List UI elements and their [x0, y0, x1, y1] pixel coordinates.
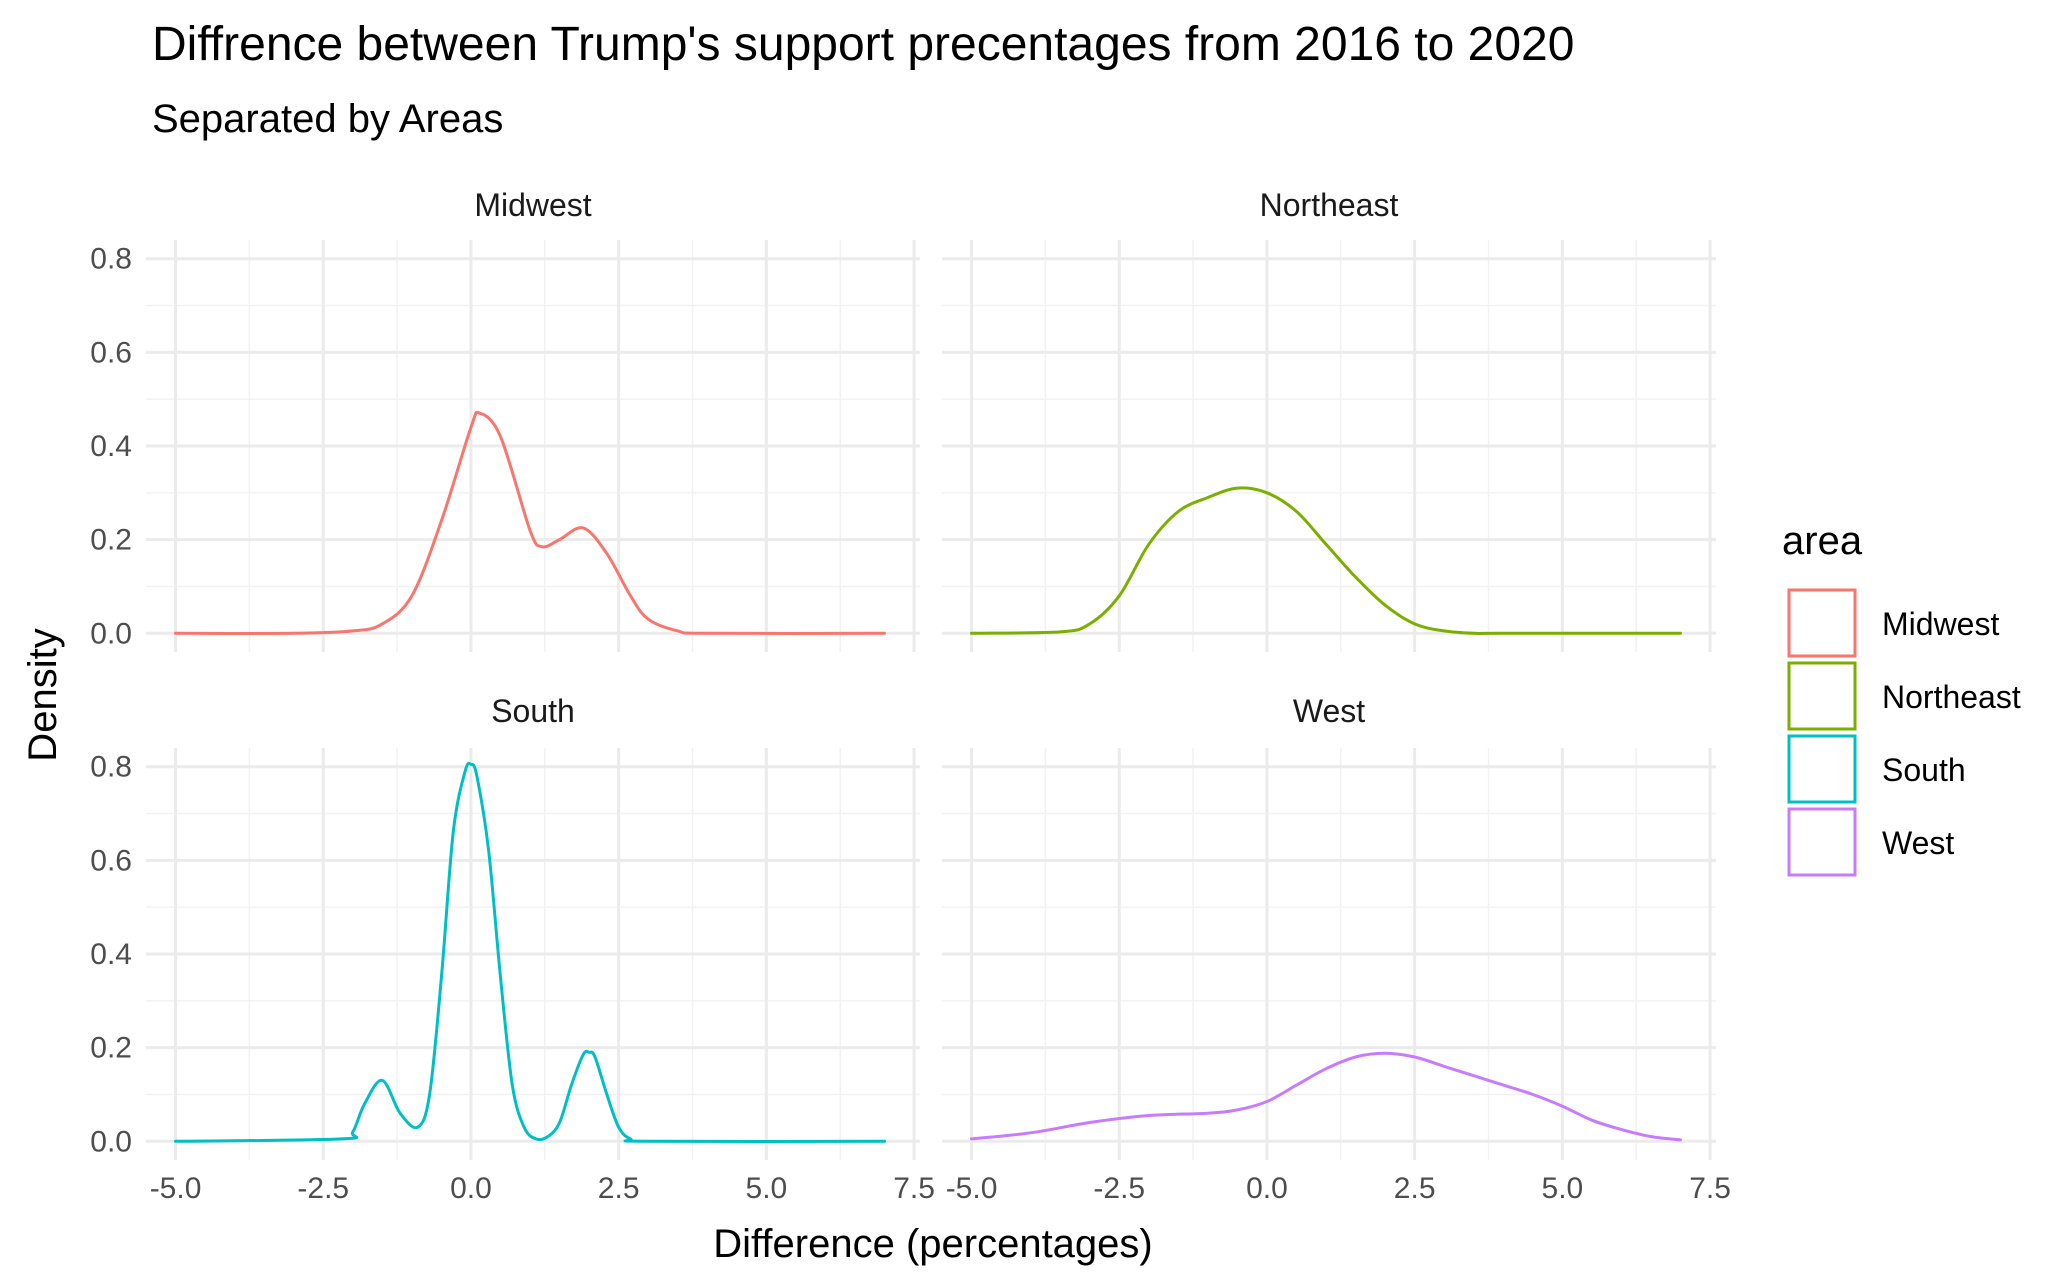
density-curve-northeast — [970, 486, 1682, 635]
legend-label-midwest: Midwest — [1882, 606, 1999, 642]
chart-title: Diffrence between Trump's support precen… — [152, 18, 1574, 71]
legend-label-south: South — [1882, 752, 1966, 788]
y-tick-label: 0.6 — [90, 844, 132, 877]
legend-key-northeast — [1787, 661, 1857, 731]
x-tick-label: -5.0 — [946, 1172, 998, 1205]
panel-midwest: Midwest 0.0 0.2 0.4 0.6 0.8 — [90, 187, 920, 652]
panel-west: West -5.0 -2.5 0.0 2.5 5.0 7.5 — [942, 693, 1731, 1205]
legend-label-northeast: Northeast — [1882, 679, 2021, 715]
y-tick-label: 0.4 — [90, 430, 132, 463]
y-axis-title: Density — [21, 628, 65, 761]
density-curve-south — [174, 761, 886, 1143]
y-tick-label: 0.4 — [90, 938, 132, 971]
facet-strip-label: Midwest — [474, 187, 591, 223]
legend: area Midwest Northeast South West — [1782, 519, 2021, 877]
y-tick-label: 0.2 — [90, 524, 132, 557]
legend-key-west — [1787, 807, 1857, 877]
x-tick-label: 2.5 — [1394, 1172, 1436, 1205]
x-tick-label: 7.5 — [1689, 1172, 1731, 1205]
legend-key-midwest — [1787, 588, 1857, 658]
legend-key-south — [1787, 734, 1857, 804]
x-tick-label: 5.0 — [746, 1172, 788, 1205]
density-curve-west — [970, 1051, 1682, 1142]
panel-south: South 0.0 0.2 0.4 0.6 0.8 -5.0 -2.5 0.0 2.5 5.0 7.5 — [90, 693, 935, 1205]
y-tick-label: 0.8 — [90, 243, 132, 276]
facet-strip-label: South — [491, 693, 575, 729]
x-axis-title: Difference (percentages) — [713, 1222, 1153, 1266]
x-tick-label: 7.5 — [893, 1172, 935, 1205]
facet-strip-label: Northeast — [1260, 187, 1399, 223]
x-tick-label: -2.5 — [297, 1172, 349, 1205]
chart-subtitle: Separated by Areas — [152, 97, 503, 141]
legend-label-west: West — [1882, 825, 1954, 861]
y-tick-label: 0.8 — [90, 751, 132, 784]
facet-strip-label: West — [1293, 693, 1365, 729]
facet-panels: Midwest 0.0 0.2 0.4 0.6 0.8 Northeast South 0.0 0… — [90, 187, 1731, 1205]
panel-northeast: Northeast — [942, 187, 1716, 652]
x-tick-label: -5.0 — [150, 1172, 202, 1205]
x-tick-label: 0.0 — [1246, 1172, 1288, 1205]
x-tick-label: 0.0 — [450, 1172, 492, 1205]
x-tick-label: -2.5 — [1093, 1172, 1145, 1205]
y-tick-label: 0.0 — [90, 617, 132, 650]
x-tick-label: 5.0 — [1542, 1172, 1584, 1205]
y-tick-label: 0.2 — [90, 1032, 132, 1065]
legend-title: area — [1782, 519, 1863, 563]
y-tick-label: 0.6 — [90, 336, 132, 369]
density-curve-midwest — [174, 410, 886, 635]
x-tick-label: 2.5 — [598, 1172, 640, 1205]
y-tick-label: 0.0 — [90, 1125, 132, 1158]
